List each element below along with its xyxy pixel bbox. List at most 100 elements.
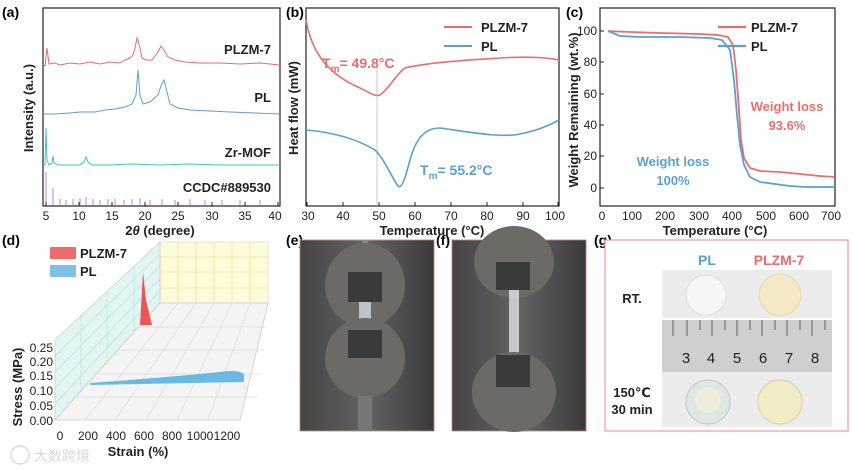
- row-label-150c: 150℃: [613, 385, 650, 400]
- panel-c-xtick: 500: [756, 209, 776, 223]
- xrd-trace-zrmof: [43, 127, 280, 166]
- col-label-pl: PL: [698, 252, 716, 268]
- legend-label-plzm7: PLZM-7: [481, 20, 528, 35]
- xrd-label-pl: PL: [254, 90, 271, 105]
- tga-trace-plzm7: [607, 30, 836, 178]
- panel-a-ylabel: Intensity (a.u.): [21, 64, 36, 152]
- panel-d-xtick: 400: [106, 429, 126, 443]
- panel-d-letter: (d): [2, 232, 20, 248]
- panel-b-xtick: 40: [336, 209, 350, 223]
- panel-a-xtick: 30: [205, 209, 219, 223]
- plzm7-film-heated: [757, 379, 803, 425]
- ruler: [662, 320, 832, 372]
- lower-grip: [472, 352, 556, 432]
- panel-b-xtick: 70: [444, 209, 458, 223]
- panel-c-xtick: 0: [599, 209, 606, 223]
- panel-a-xticks: [45, 202, 279, 206]
- panel-c-ytick: 60: [584, 87, 598, 101]
- row-label-30min: 30 min: [611, 402, 652, 417]
- panel-b-xticks: [306, 202, 559, 206]
- col-label-plzm7: PLZM-7: [754, 252, 805, 268]
- panel-c-xtick: 300: [689, 209, 709, 223]
- panel-g: (g) PL PLZM-7 RT. 150℃ 30 min 3 4 5 6: [594, 232, 849, 432]
- panel-c-xlabel: Temperature (°C): [663, 223, 768, 238]
- panel-c-xtick: 100: [622, 209, 642, 223]
- watermark: 大数跨境: [10, 445, 90, 465]
- panel-c-ytick: 20: [584, 149, 598, 163]
- legend-label-plzm7: PLZM-7: [80, 246, 127, 261]
- row-label-rt: RT.: [622, 291, 642, 306]
- panel-d-xtick: 600: [134, 429, 154, 443]
- dsc-trace-plzm7: [305, 19, 560, 97]
- xrd-trace-ccdc: [45, 172, 261, 205]
- ruler-number: 4: [707, 350, 715, 367]
- panel-a-xtick: 5: [43, 209, 50, 223]
- upper-jaw: [496, 262, 530, 290]
- panel-b-xtick: 100: [545, 209, 565, 223]
- panel-b-xtick: 90: [516, 209, 530, 223]
- panel-c-ytick: 100: [577, 24, 597, 38]
- panel-c-frame: [599, 7, 836, 207]
- tm-pl-annotation: Tm= 55.2°C: [420, 162, 493, 182]
- pl-film-rt: [685, 274, 727, 316]
- panel-a-letter: (a): [2, 4, 19, 20]
- specimen-f: [509, 290, 519, 355]
- ruler-number: 8: [811, 350, 819, 367]
- panel-f: (f): [436, 226, 587, 432]
- panel-a-xtick: 10: [72, 209, 86, 223]
- panel-d-ytick: 0.25: [30, 341, 54, 355]
- panel-b-ylabel: Heat flow (mW): [286, 61, 301, 155]
- xrd-trace-plzm7: [42, 36, 281, 68]
- panel-c-letter: (c): [566, 4, 583, 20]
- legend-label-pl: PL: [80, 264, 97, 279]
- panel-b-letter: (b): [286, 4, 304, 20]
- panel-d-ytick: 0.10: [30, 384, 54, 398]
- upper-jaw: [348, 272, 382, 302]
- panel-a: (a): [2, 4, 282, 238]
- xrd-label-plzm7: PLZM-7: [224, 42, 271, 57]
- panel-b-xtick: 30: [301, 209, 315, 223]
- panel-c-xtick: 400: [722, 209, 742, 223]
- legend-swatch-plzm7: [50, 247, 76, 259]
- panel-c-ytick: 40: [584, 118, 598, 132]
- lower-jaw: [348, 330, 382, 358]
- lower-jaw: [496, 355, 530, 387]
- plzm7-curve: [140, 272, 152, 325]
- panel-d-xlabel: Strain (%): [108, 444, 169, 459]
- panel-a-xtick: 35: [238, 209, 252, 223]
- panel-c-ytick: 0: [590, 181, 597, 195]
- panel-d-ytick: 0.00: [30, 414, 54, 428]
- ruler-number: 6: [759, 350, 767, 367]
- panel-e: (e): [286, 232, 435, 432]
- xrd-trace-pl: [43, 69, 281, 115]
- panel-d-ylabel: Stress (MPa): [10, 348, 25, 427]
- panel-a-frame: [42, 7, 281, 207]
- panel-d-xtick: 1000: [187, 429, 214, 443]
- panel-b: (b) PLZM-7 PL Tm= 49.8°C Tm= 55.2°C 30 4…: [286, 4, 565, 238]
- weight-loss-plzm7-value: 93.6%: [769, 118, 806, 133]
- panel-d-ytick: 0.05: [30, 399, 54, 413]
- legend-label-pl: PL: [751, 39, 768, 54]
- legend-label-plzm7: PLZM-7: [751, 20, 798, 35]
- grip-rod-bottom: [358, 396, 372, 431]
- ruler-number: 7: [785, 350, 793, 367]
- panel-b-xtick: 60: [408, 209, 422, 223]
- dsc-trace-pl: [305, 119, 560, 188]
- panel-c-ticks: [600, 30, 604, 189]
- panel-c-xtick: 700: [821, 209, 841, 223]
- watermark-logo-icon: [10, 445, 30, 465]
- weight-loss-pl-label: Weight loss: [637, 154, 710, 169]
- panel-a-xtick: 25: [171, 209, 185, 223]
- panel-f-letter: (f): [436, 232, 450, 248]
- tm-plzm7-annotation: Tm= 49.8°C: [322, 55, 395, 75]
- panel-b-frame: [305, 7, 560, 207]
- panel-b-xtick: 80: [480, 209, 494, 223]
- ruler-number: 3: [682, 350, 690, 367]
- pl-film-heated-center: [695, 387, 721, 413]
- panel-a-xlabel: 2θ (degree): [125, 223, 194, 238]
- back-wall-grid: [160, 242, 268, 303]
- xrd-label-ccdc: CCDC#889530: [183, 180, 271, 195]
- panel-b-xtick: 50: [372, 209, 386, 223]
- panel-d-xtick: 200: [78, 429, 98, 443]
